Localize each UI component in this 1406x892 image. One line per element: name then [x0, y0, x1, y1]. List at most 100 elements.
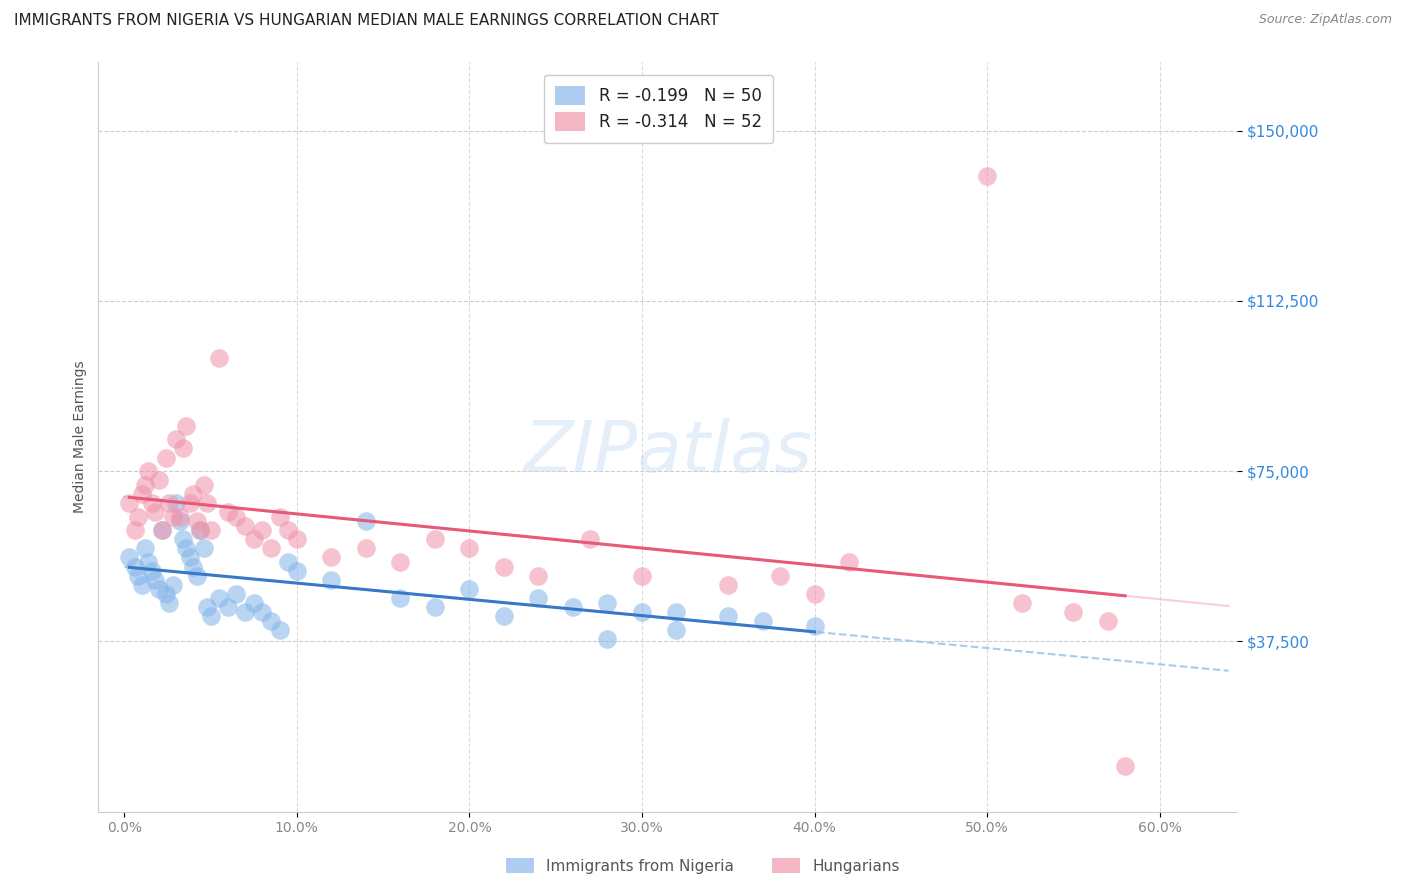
Point	[354, 514, 377, 528]
Point	[148, 582, 170, 597]
Point	[208, 591, 231, 606]
Point	[423, 600, 446, 615]
Point	[321, 573, 343, 587]
Point	[179, 550, 201, 565]
Point	[186, 568, 208, 582]
Point	[217, 505, 239, 519]
Point	[195, 600, 218, 615]
Point	[141, 496, 163, 510]
Point	[976, 169, 998, 183]
Point	[233, 518, 256, 533]
Point	[208, 351, 231, 365]
Point	[269, 623, 291, 637]
Point	[665, 605, 688, 619]
Point	[596, 596, 619, 610]
Point	[492, 609, 515, 624]
Point	[260, 614, 283, 628]
Text: ZIPatlas: ZIPatlas	[523, 417, 813, 486]
Point	[127, 568, 149, 582]
Point	[118, 496, 141, 510]
Point	[225, 587, 247, 601]
Point	[269, 509, 291, 524]
Point	[148, 473, 170, 487]
Point	[665, 623, 688, 637]
Point	[138, 464, 160, 478]
Point	[145, 505, 167, 519]
Point	[134, 477, 156, 491]
Point	[285, 564, 308, 578]
Point	[225, 509, 247, 524]
Point	[138, 555, 160, 569]
Point	[176, 418, 198, 433]
Point	[169, 514, 191, 528]
Legend: R = -0.199   N = 50, R = -0.314   N = 52: R = -0.199 N = 50, R = -0.314 N = 52	[544, 75, 773, 143]
Point	[200, 523, 222, 537]
Point	[631, 605, 654, 619]
Point	[277, 555, 299, 569]
Point	[389, 555, 412, 569]
Point	[260, 541, 283, 556]
Point	[186, 514, 208, 528]
Point	[252, 523, 274, 537]
Point	[124, 559, 146, 574]
Point	[157, 496, 180, 510]
Point	[155, 587, 177, 601]
Point	[183, 559, 205, 574]
Point	[172, 533, 194, 547]
Point	[285, 533, 308, 547]
Y-axis label: Median Male Earnings: Median Male Earnings	[73, 360, 87, 514]
Point	[1097, 614, 1119, 628]
Text: Source: ZipAtlas.com: Source: ZipAtlas.com	[1258, 13, 1392, 27]
Point	[169, 509, 191, 524]
Point	[217, 600, 239, 615]
Point	[389, 591, 412, 606]
Point	[183, 487, 205, 501]
Point	[579, 533, 602, 547]
Point	[492, 559, 515, 574]
Point	[562, 600, 585, 615]
Point	[141, 564, 163, 578]
Point	[193, 541, 215, 556]
Point	[162, 577, 184, 591]
Point	[1011, 596, 1033, 610]
Point	[150, 523, 173, 537]
Point	[155, 450, 177, 465]
Point	[165, 433, 187, 447]
Point	[127, 509, 149, 524]
Point	[252, 605, 274, 619]
Point	[1062, 605, 1084, 619]
Point	[145, 573, 167, 587]
Point	[321, 550, 343, 565]
Point	[176, 541, 198, 556]
Text: IMMIGRANTS FROM NIGERIA VS HUNGARIAN MEDIAN MALE EARNINGS CORRELATION CHART: IMMIGRANTS FROM NIGERIA VS HUNGARIAN MED…	[14, 13, 718, 29]
Point	[803, 587, 825, 601]
Point	[188, 523, 211, 537]
Point	[172, 442, 194, 456]
Point	[458, 582, 481, 597]
Point	[717, 609, 740, 624]
Point	[242, 533, 264, 547]
Point	[157, 596, 180, 610]
Point	[134, 541, 156, 556]
Point	[188, 523, 211, 537]
Point	[200, 609, 222, 624]
Point	[1114, 759, 1136, 773]
Point	[423, 533, 446, 547]
Point	[277, 523, 299, 537]
Point	[458, 541, 481, 556]
Point	[838, 555, 860, 569]
Point	[769, 568, 792, 582]
Point	[354, 541, 377, 556]
Point	[596, 632, 619, 647]
Point	[233, 605, 256, 619]
Point	[752, 614, 775, 628]
Point	[717, 577, 740, 591]
Point	[118, 550, 141, 565]
Point	[150, 523, 173, 537]
Point	[527, 591, 550, 606]
Point	[803, 618, 825, 632]
Point	[162, 509, 184, 524]
Legend: Immigrants from Nigeria, Hungarians: Immigrants from Nigeria, Hungarians	[501, 852, 905, 880]
Point	[195, 496, 218, 510]
Point	[193, 477, 215, 491]
